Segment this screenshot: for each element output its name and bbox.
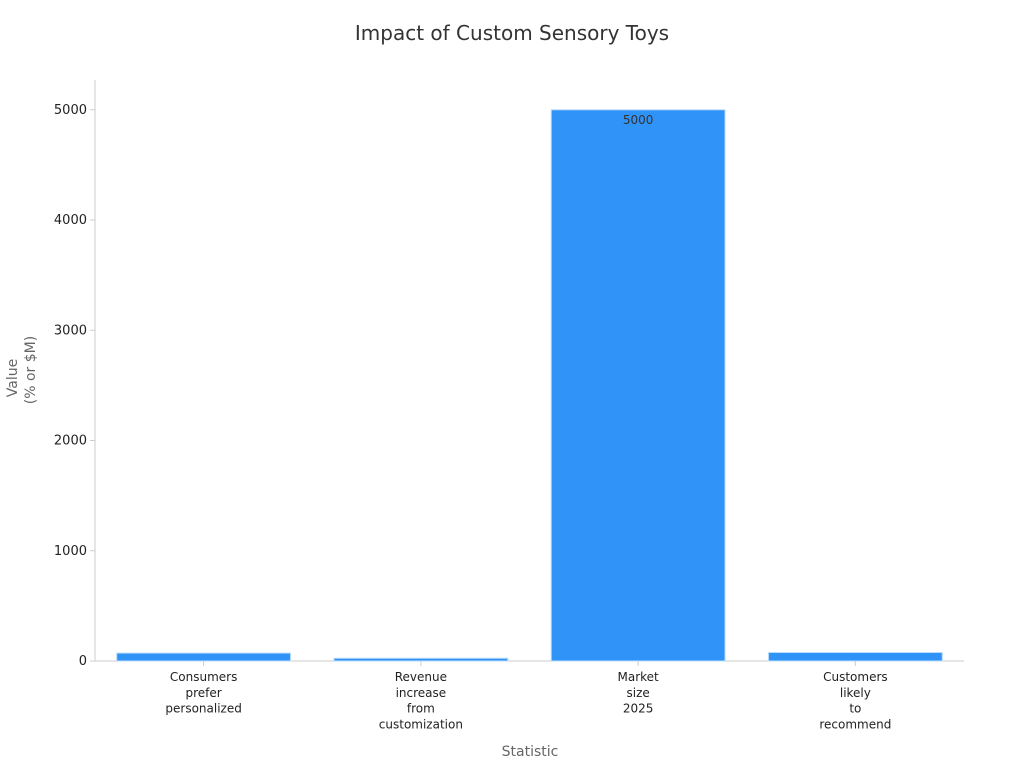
x-ticks: Consumers prefer personalized Revenue increa… [165,661,891,731]
bars [116,109,943,662]
x-tick-label-line: customization [379,717,463,731]
y-tick-label: 1000 [54,544,87,559]
bar-data-label: 5000 [623,113,654,127]
x-tick-label-line: recommend [819,717,891,731]
x-tick-label-line: personalized [165,702,241,716]
y-tick-label: 0 [79,654,87,669]
bar[interactable] [333,657,509,662]
x-tick-label-line: Revenue [395,670,447,684]
y-ticks: 0 1000 2000 3000 4000 5000 [54,103,95,669]
x-tick-label-line: Market [618,670,660,684]
x-tick-label: Revenue increase from customization [379,670,463,731]
y-axis-title: Value (% or $M) [5,336,39,404]
x-tick-label-line: prefer [186,686,222,700]
x-tick-label-line: size [626,686,649,700]
y-axis-title-line-1: Value [5,359,21,397]
x-tick-label-line: increase [396,686,447,700]
x-tick-label-line: from [407,702,435,716]
x-tick-label-line: 2025 [623,702,654,716]
x-axis-title: Statistic [502,744,559,760]
x-tick-label-line: Consumers [170,670,237,684]
x-tick-label: Market size 2025 [618,670,660,716]
bar[interactable] [550,109,726,662]
x-tick-label-line: to [849,702,861,716]
bar[interactable] [116,652,292,662]
x-tick-label: Consumers prefer personalized [165,670,241,716]
y-tick-label: 3000 [54,323,87,338]
y-tick-label: 4000 [54,213,87,228]
y-tick-label: 2000 [54,434,87,449]
x-tick-label-line: likely [840,686,871,700]
x-tick-label-line: Customers [823,670,888,684]
y-axis-title-line-2: (% or $M) [23,336,39,404]
bar[interactable] [767,652,943,662]
chart-title: Impact of Custom Sensory Toys [355,21,669,45]
x-tick-label: Customers likely to recommend [819,670,891,731]
data-labels: 5000 [623,113,654,127]
y-tick-label: 5000 [54,103,87,118]
